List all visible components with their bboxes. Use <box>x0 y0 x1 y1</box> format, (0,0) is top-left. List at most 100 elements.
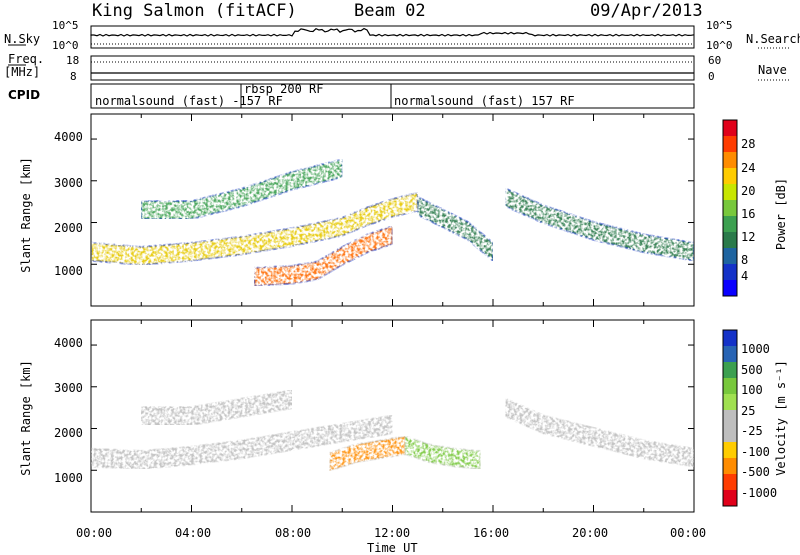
power-band-edge-4 <box>504 186 694 262</box>
xlabel: Time UT <box>367 541 418 555</box>
station-title: King Salmon (fitACF) <box>92 1 297 21</box>
power-colorbar-swatch-4 <box>723 184 737 201</box>
power-colorbar-swatch-7 <box>723 232 737 249</box>
freq-tick-bottom: 8 <box>70 70 77 83</box>
power-tick-4: 4 <box>741 269 749 283</box>
velocity-tick-neg500: -500 <box>741 465 770 479</box>
velocity-colorbar-swatch-8 <box>723 458 737 475</box>
velocity-tick-500: 500 <box>741 363 763 377</box>
xtick-4: 16:00 <box>473 526 510 540</box>
velocity-band-3 <box>405 436 481 469</box>
beam-title: Beam 02 <box>354 1 426 21</box>
power-tick-24: 24 <box>741 161 756 175</box>
power-tick-28: 28 <box>741 137 756 151</box>
cpid-segment-1: normalsound (fast) -157 RF <box>95 94 283 108</box>
power-colorbar-swatch-8 <box>723 248 737 265</box>
power-band-edge-1 <box>140 157 344 220</box>
power-tick-16: 16 <box>741 207 756 221</box>
velocity-ytick-4000: 4000 <box>54 336 83 350</box>
velocity-colorbar-swatch-4 <box>723 394 737 411</box>
nave-tick-bottom: 0 <box>708 70 715 83</box>
noise-sky-trace <box>90 27 695 37</box>
power-band-0 <box>91 192 418 265</box>
xtick-0: 00:00 <box>76 526 113 540</box>
velocity-band-edge-0 <box>91 414 394 470</box>
velocity-colorbar <box>722 329 738 507</box>
power-axis-ticks <box>90 114 695 306</box>
freq-label: Freq. <box>8 52 45 66</box>
power-colorbar <box>722 119 738 297</box>
power-ytick-3000: 3000 <box>54 176 83 190</box>
power-ytick-1000: 1000 <box>54 264 83 278</box>
velocity-colorbar-swatch-3 <box>723 378 737 395</box>
nave-tick-top: 60 <box>708 54 722 67</box>
power-band-2 <box>254 226 393 286</box>
cpid-panel-frame <box>90 83 695 109</box>
power-ytick-2000: 2000 <box>54 221 83 235</box>
velocity-ytick-3000: 3000 <box>54 381 83 395</box>
power-band-4 <box>505 188 694 261</box>
power-colorbar-swatch-2 <box>723 152 737 169</box>
freq-unit-label: [MHz] <box>4 65 41 79</box>
velocity-band-1 <box>141 390 292 425</box>
power-colorbar-frame <box>722 119 738 297</box>
power-colorbar-swatch-9 <box>723 264 737 281</box>
velocity-colorbar-swatch-7 <box>723 442 737 459</box>
freq-tick-top: 18 <box>66 54 80 67</box>
xtick-5: 20:00 <box>572 526 609 540</box>
power-colorbar-swatch-5 <box>723 200 737 217</box>
noise-panel-frame <box>90 25 695 49</box>
velocity-ytick-2000: 2000 <box>54 426 83 440</box>
freq-panel-frame <box>90 55 695 81</box>
velocity-colorbar-swatch-2 <box>723 362 737 379</box>
velocity-colorbar-swatch-9 <box>723 474 737 491</box>
velocity-band-edge-4 <box>504 397 694 468</box>
velocity-colorbar-swatch-5 <box>723 410 737 427</box>
velocity-band-edge-1 <box>140 389 293 426</box>
nsky-tick-top: 10^5 <box>52 19 79 32</box>
velocity-band-edge-3 <box>404 434 482 470</box>
date-title: 09/Apr/2013 <box>590 1 703 21</box>
velocity-tick-25: 25 <box>741 404 756 418</box>
power-tick-12: 12 <box>741 230 756 244</box>
nsearch-label: N.Search <box>746 32 800 46</box>
nsky-label: N.Sky <box>4 32 41 46</box>
cpid-segment-2: rbsp 200 RF <box>244 82 324 96</box>
velocity-colorbar-swatch-1 <box>723 346 737 363</box>
power-colorbar-swatch-10 <box>723 280 737 297</box>
velocity-ytick-1000: 1000 <box>54 471 83 485</box>
xtick-1: 04:00 <box>175 526 212 540</box>
velocity-tick-neg1000: -1000 <box>741 486 778 500</box>
velocity-tick-1000: 1000 <box>741 342 770 356</box>
nsky-tick-bottom: 10^0 <box>52 39 79 52</box>
velocity-axis-ticks <box>90 320 695 512</box>
velocity-band-2 <box>329 436 406 471</box>
velocity-colorbar-swatch-0 <box>723 330 737 347</box>
nsearch-tick-bottom: 10^0 <box>706 39 733 52</box>
velocity-colorbar-swatch-10 <box>723 490 737 507</box>
power-tick-20: 20 <box>741 184 756 198</box>
velocity-bands <box>91 389 694 473</box>
power-colorbar-swatch-1 <box>723 136 737 153</box>
xtick-6: 00:00 <box>670 526 707 540</box>
velocity-band-4 <box>505 398 694 467</box>
velocity-tick-100: 100 <box>741 383 763 397</box>
power-band-edge-3 <box>416 195 494 263</box>
power-colorbar-swatch-6 <box>723 216 737 233</box>
cpid-label: CPID <box>8 88 41 102</box>
velocity-colorbar-swatch-6 <box>723 426 737 443</box>
power-ytick-4000: 4000 <box>54 130 83 144</box>
velocity-tick-neg25: -25 <box>741 424 763 438</box>
nsearch-tick-top: 10^5 <box>706 19 733 32</box>
velocity-tick-neg100: -100 <box>741 445 770 459</box>
power-bands <box>91 157 694 287</box>
cpid-segment-3: normalsound (fast) 157 RF <box>394 94 575 108</box>
xtick-2: 08:00 <box>275 526 312 540</box>
nave-label: Nave <box>758 63 787 77</box>
xtick-3: 12:00 <box>374 526 411 540</box>
power-tick-8: 8 <box>741 253 749 267</box>
power-band-edge-2 <box>253 224 394 287</box>
power-colorbar-swatch-0 <box>723 120 737 137</box>
velocity-colorbar-frame <box>722 329 738 507</box>
